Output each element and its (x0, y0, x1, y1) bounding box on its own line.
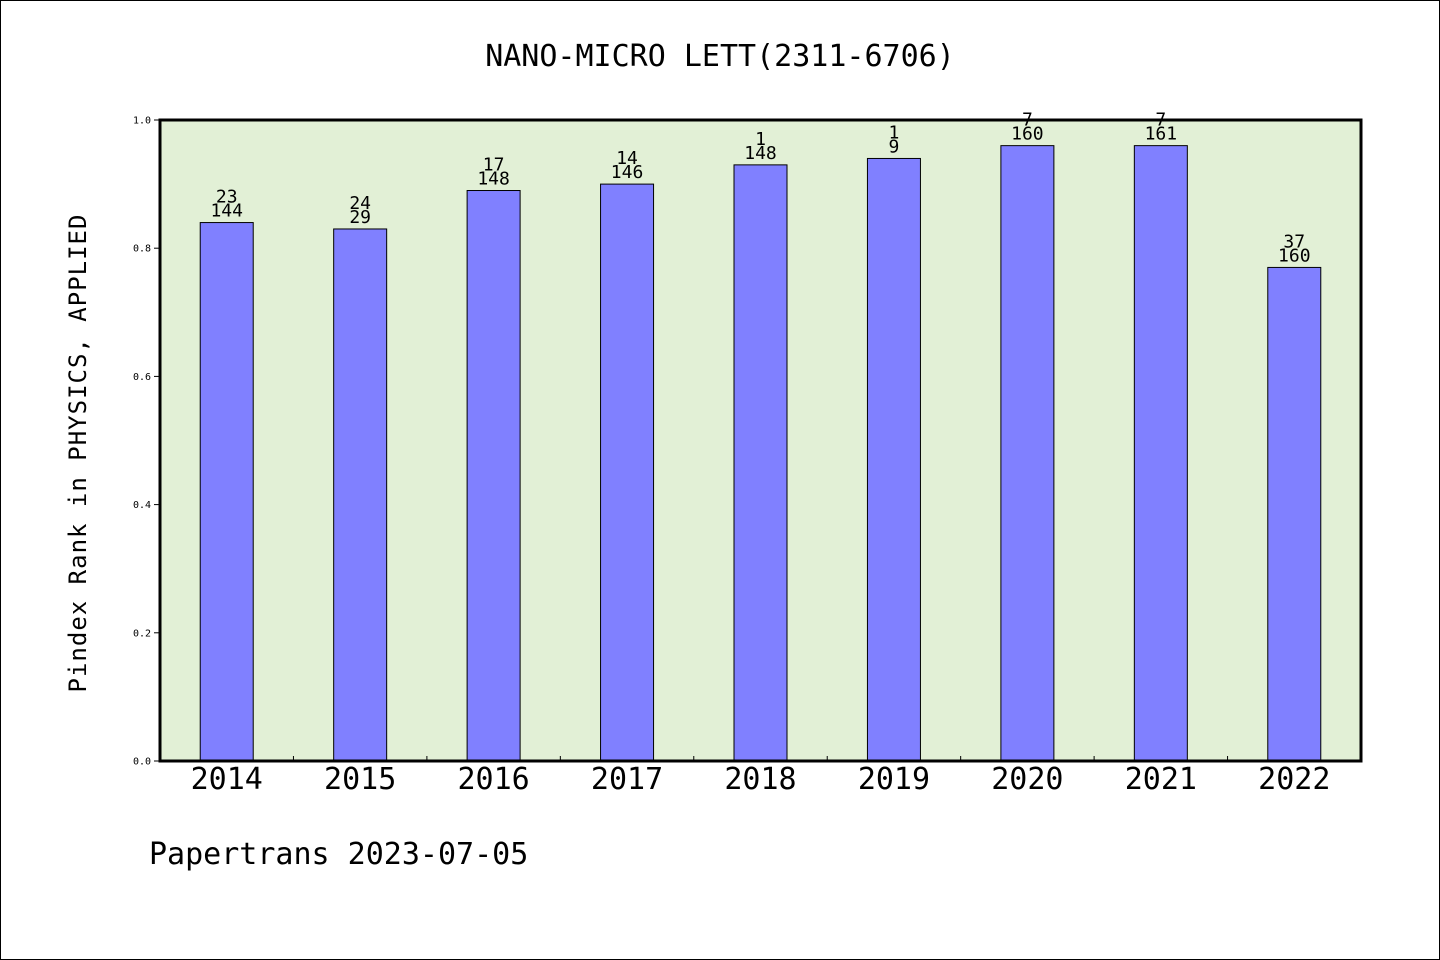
bar-total-label-2019: 9 (889, 136, 900, 157)
x-tick-label-2015: 2015 (324, 762, 396, 797)
bar-2015 (333, 228, 388, 762)
bar-2018 (733, 164, 788, 762)
bar-2022 (1267, 266, 1322, 762)
bar-rank-label-2014: 23 (216, 187, 238, 208)
y-tick-label-0.6: 0.6 (133, 372, 151, 383)
bar-2020 (1000, 145, 1055, 762)
y-axis-label: Pindex Rank in PHYSICS, APPLIED (64, 214, 92, 693)
footer-credit: Papertrans 2023-07-05 (149, 837, 528, 872)
bar-total-label-2015: 29 (349, 207, 371, 228)
bar-total-label-2014: 144 (210, 201, 243, 222)
bar-2017 (600, 183, 655, 762)
bar-total-label-2018: 148 (744, 143, 777, 164)
y-tick-label-1.0: 1.0 (133, 116, 151, 127)
y-tick-label-0.0: 0.0 (133, 757, 151, 768)
y-tick-label-0.2: 0.2 (133, 628, 151, 639)
chart-title: NANO-MICRO LETT(2311-6706) (485, 39, 955, 74)
plot-border (158, 118, 1363, 763)
y-tick-label-0.4: 0.4 (133, 500, 151, 511)
bar-rank-label-2017: 14 (616, 148, 638, 169)
bar-total-label-2022: 160 (1278, 245, 1311, 266)
x-tick-label-2018: 2018 (724, 762, 796, 797)
bar-total-label-2017: 146 (611, 162, 644, 183)
bar-2019 (866, 157, 921, 762)
bar-rank-label-2019: 1 (889, 122, 900, 143)
x-axis-ticks: 2014 2015 2016 2017 2018 2019 2020 2021 2022 (191, 756, 1330, 797)
bar-total-label-2020: 160 (1011, 124, 1044, 145)
bars-layer (199, 145, 1322, 762)
bar-total-label-2016: 148 (477, 169, 510, 190)
bar-2021 (1133, 145, 1188, 762)
x-tick-label-2020: 2020 (991, 762, 1063, 797)
x-tick-label-2017: 2017 (591, 762, 663, 797)
bar-2016 (466, 190, 521, 762)
x-tick-label-2016: 2016 (457, 762, 529, 797)
x-tick-label-2014: 2014 (191, 762, 263, 797)
x-tick-label-2019: 2019 (858, 762, 930, 797)
bar-rank-label-2016: 17 (483, 155, 505, 176)
bar-rank-label-2022: 37 (1283, 231, 1305, 252)
y-axis-ticks: 0.0 0.2 0.4 0.6 0.8 1.0 (133, 116, 160, 768)
bar-rank-label-2018: 1 (755, 129, 766, 150)
y-tick-label-0.8: 0.8 (133, 244, 151, 255)
bar-2014 (199, 222, 254, 762)
x-tick-label-2022: 2022 (1258, 762, 1330, 797)
x-tick-label-2021: 2021 (1125, 762, 1197, 797)
bar-rank-label-2015: 24 (349, 193, 371, 214)
bar-total-label-2021: 161 (1145, 124, 1178, 145)
